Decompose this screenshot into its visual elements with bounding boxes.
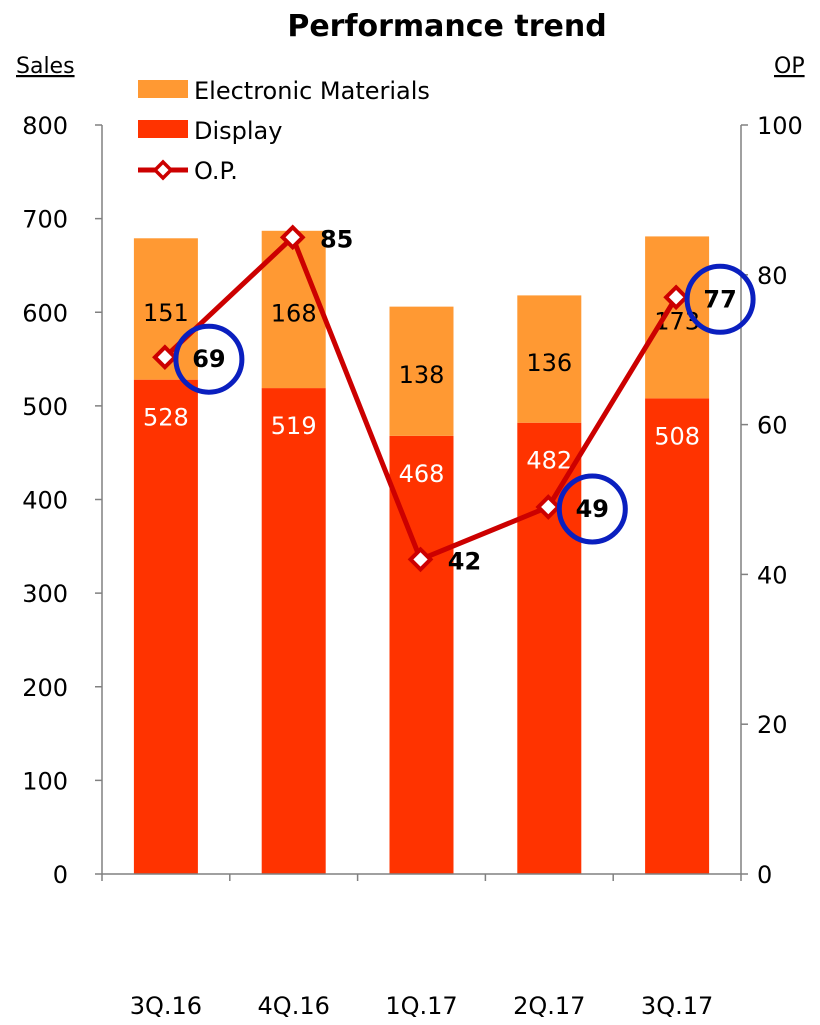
bar-electronic-materials	[645, 236, 710, 399]
op-marker	[535, 494, 562, 520]
bar-label-display: 519	[271, 412, 317, 440]
bar-display	[133, 379, 198, 874]
legend-label: O.P.	[194, 157, 238, 185]
right-tick-label: 20	[757, 711, 788, 739]
op-value-label: 69	[192, 345, 225, 373]
chart-title: Performance trend	[287, 9, 606, 44]
left-tick-label: 500	[22, 393, 68, 421]
op-value-label: 42	[448, 547, 481, 575]
x-tick-label: 4Q.16	[258, 992, 330, 1020]
bar-electronic-materials	[389, 306, 454, 436]
left-tick-label: 700	[22, 206, 68, 234]
op-value-label: 77	[703, 285, 736, 313]
legend-label: Display	[194, 117, 282, 145]
left-tick-label: 0	[53, 861, 68, 889]
op-marker	[279, 224, 306, 251]
bar-label-electronic-materials: 168	[271, 299, 317, 327]
right-tick-label: 0	[757, 861, 772, 889]
left-tick-label: 400	[22, 487, 68, 515]
bar-label-display: 468	[399, 460, 445, 488]
bar-label-electronic-materials: 136	[526, 349, 572, 377]
right-tick-label: 40	[757, 561, 788, 589]
legend-label: Electronic Materials	[194, 77, 430, 105]
x-tick-label: 1Q.17	[385, 992, 457, 1020]
bar-electronic-materials	[517, 295, 582, 423]
highlight-circle	[556, 473, 628, 545]
highlight-circle	[684, 263, 756, 335]
op-value-label: 49	[576, 495, 609, 523]
right-tick-label: 60	[757, 412, 788, 440]
x-tick-label: 3Q.16	[130, 992, 202, 1020]
bar-label-electronic-materials: 151	[143, 299, 189, 327]
legend-marker	[152, 159, 174, 181]
bar-display	[517, 422, 582, 874]
legend-swatch	[138, 120, 188, 138]
op-marker	[407, 546, 434, 573]
op-line-group: 69 85 42 49 77	[152, 224, 756, 575]
bar-display	[645, 398, 710, 874]
right-tick-label: 80	[757, 262, 788, 290]
bar-label-electronic-materials: 138	[399, 361, 445, 389]
op-marker	[152, 344, 178, 371]
op-marker	[663, 284, 689, 311]
legend-swatch	[138, 80, 188, 98]
op-value-label: 85	[320, 225, 353, 253]
bar-label-display: 528	[143, 404, 189, 432]
left-tick-label: 300	[22, 580, 68, 608]
bar-label-display: 508	[654, 422, 700, 450]
left-axis-title: Sales	[16, 54, 75, 79]
left-tick-label: 600	[22, 299, 68, 327]
left-tick-label: 800	[22, 112, 68, 140]
axes-group: 0 100 200 300 400 500 600 700 800 0 20 40 60 80 100 3Q.…	[22, 112, 803, 1020]
left-tick-label: 200	[22, 674, 68, 702]
bar-label-display: 482	[526, 447, 572, 475]
legend: Electronic Materials Display O.P.	[138, 77, 430, 185]
highlight-circle	[173, 323, 245, 395]
left-tick-label: 100	[22, 767, 68, 795]
right-axis-title: OP	[774, 54, 805, 79]
x-tick-label: 2Q.17	[513, 992, 585, 1020]
bar-display	[261, 388, 326, 874]
x-tick-label: 3Q.17	[641, 992, 713, 1020]
right-tick-label: 100	[757, 112, 803, 140]
